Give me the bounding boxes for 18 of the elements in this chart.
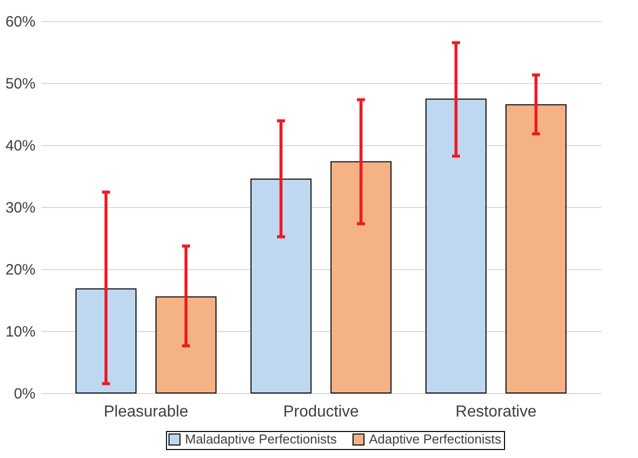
y-tick-label: 50% — [5, 76, 36, 92]
bar — [330, 161, 392, 394]
bar — [506, 104, 566, 394]
y-tick-label: 10% — [5, 324, 36, 340]
bar — [156, 296, 216, 394]
bar — [426, 98, 486, 394]
bar — [250, 178, 312, 394]
y-tick-label: 30% — [5, 200, 36, 216]
y-tick-label: 40% — [5, 138, 36, 154]
y-tick-label: 0% — [14, 386, 36, 402]
x-tick-label: Restorative — [456, 404, 537, 420]
y-tick-label: 20% — [5, 262, 36, 278]
y-tick-label: 60% — [5, 14, 36, 30]
x-tick-label: Pleasurable — [104, 404, 188, 420]
legend-label: Adaptive Perfectionists — [369, 432, 502, 447]
bar — [76, 288, 136, 394]
legend-label: Maladaptive Perfectionists — [185, 432, 338, 447]
x-tick-label: Productive — [283, 404, 359, 420]
